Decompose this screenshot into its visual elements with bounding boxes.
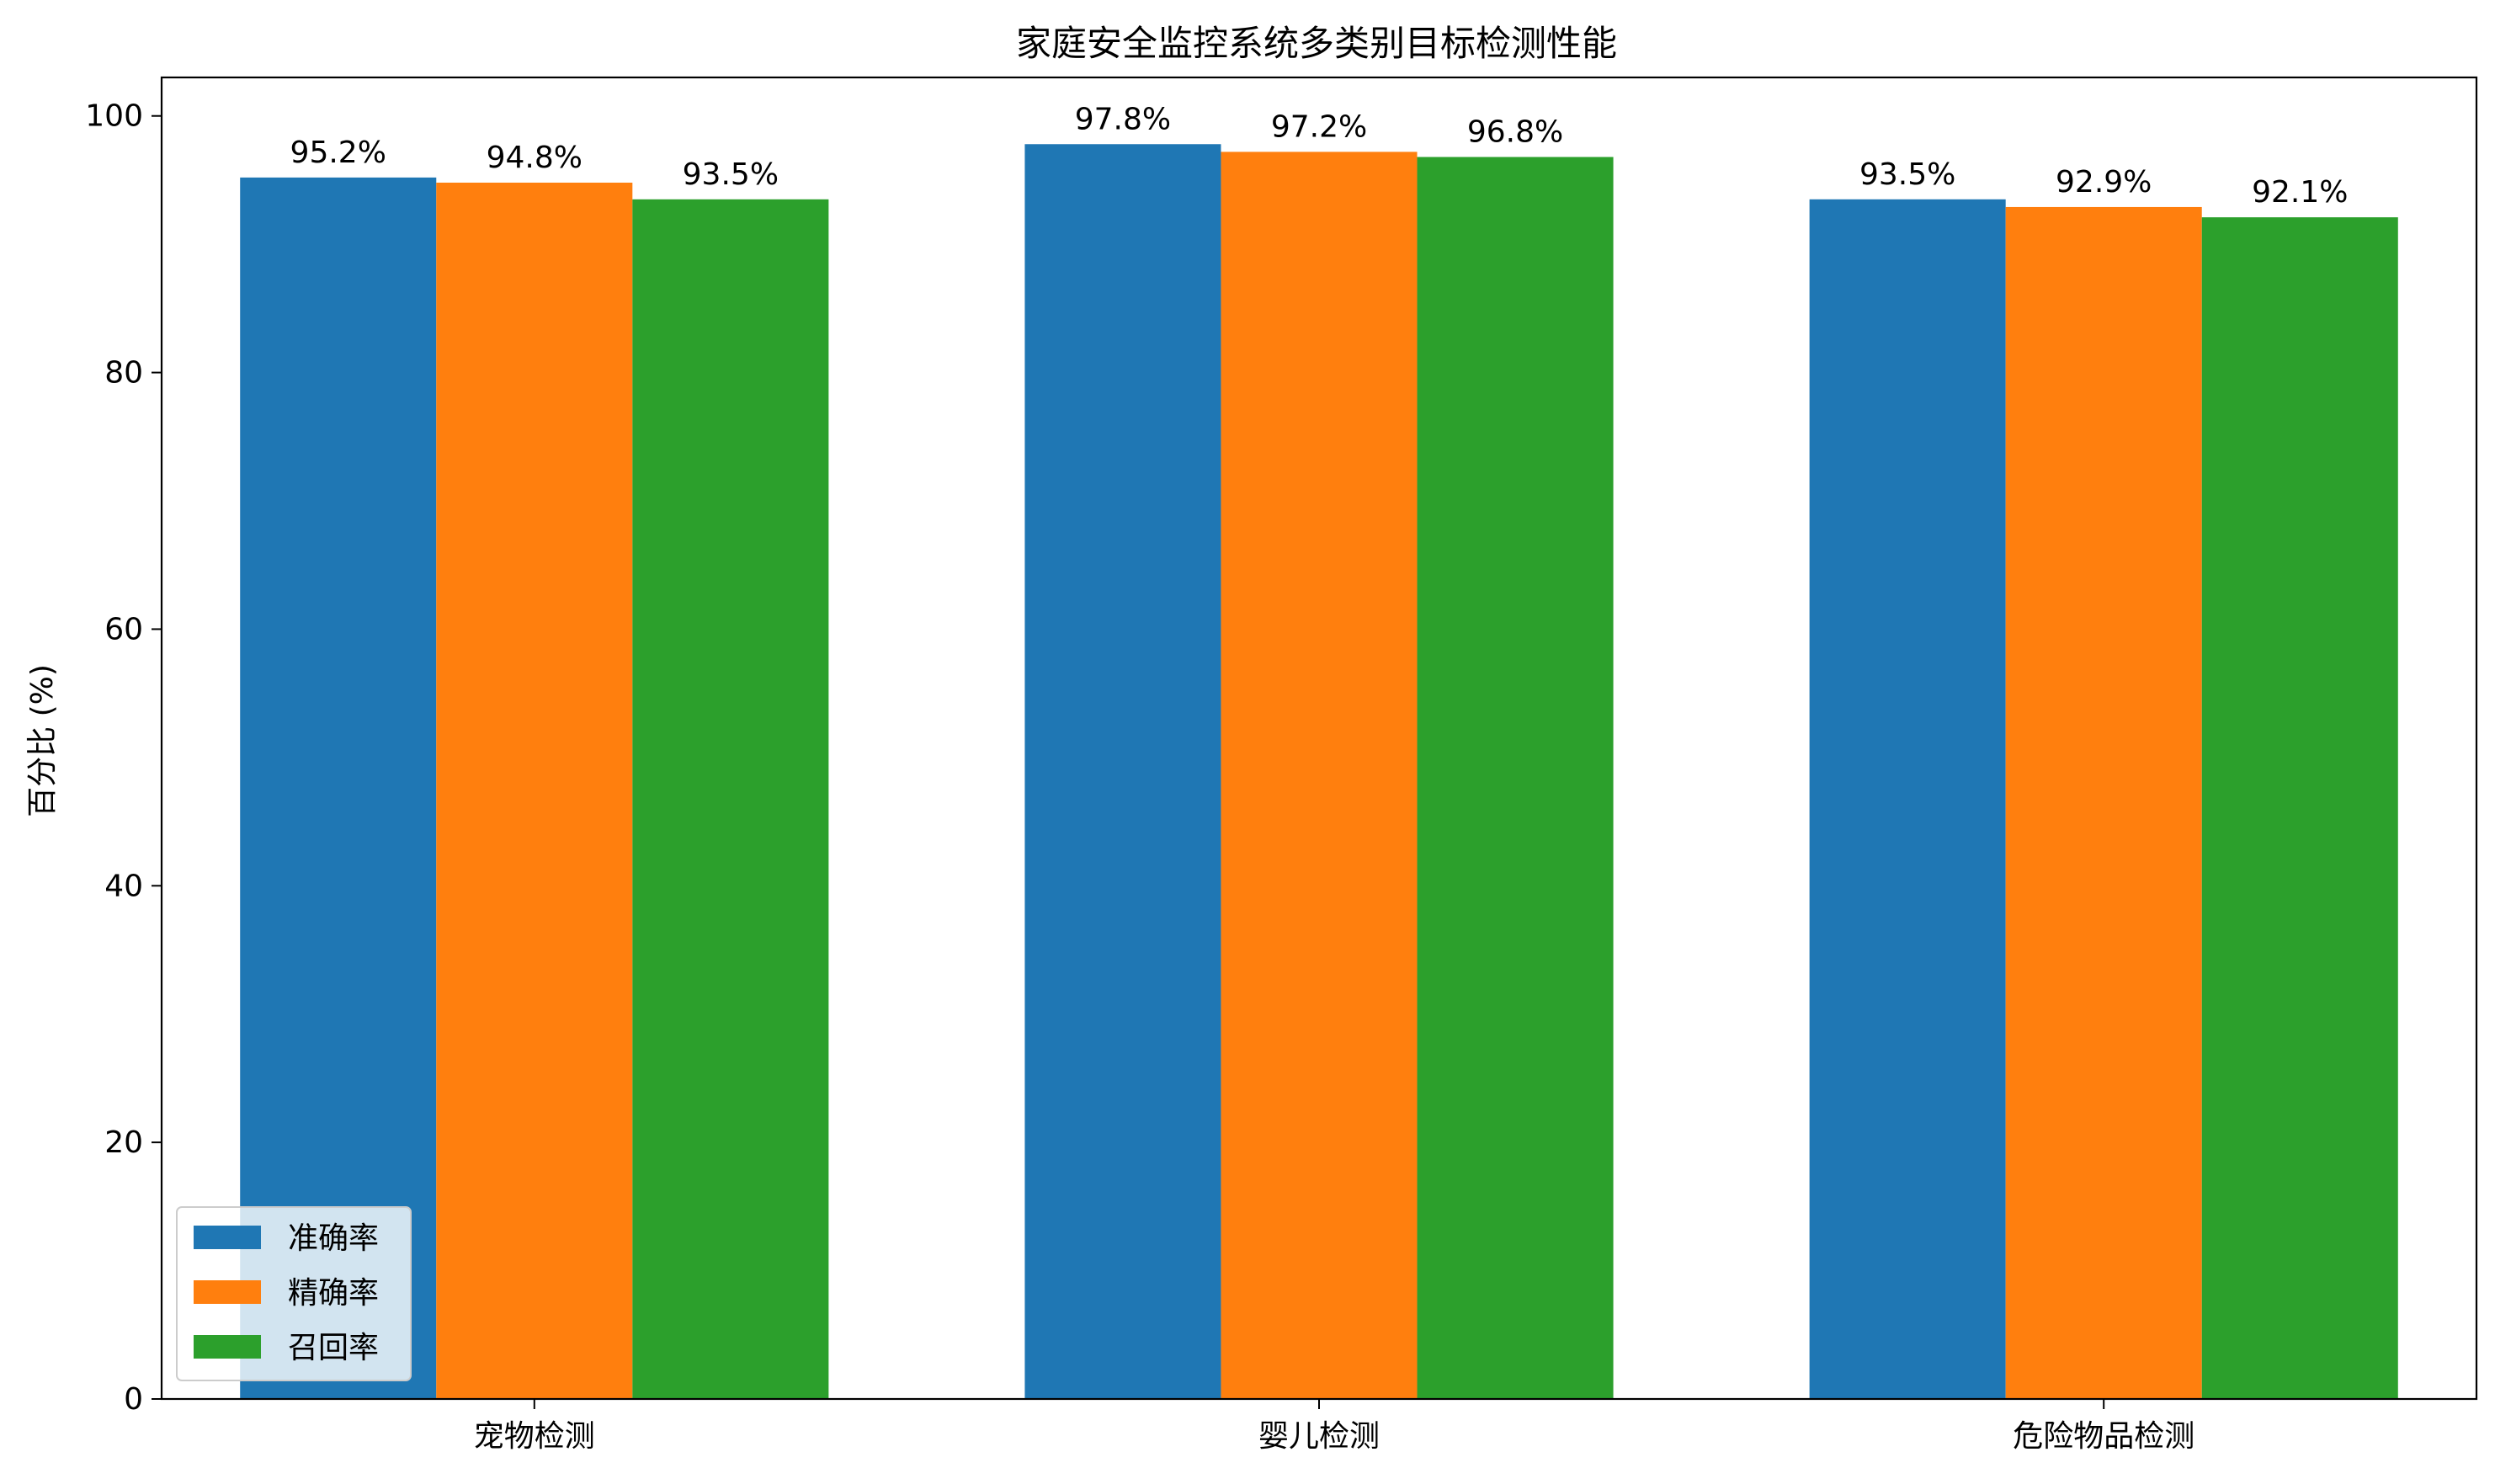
x-tick-label-2: 危险物品检测 xyxy=(2013,1419,2194,1454)
legend-swatch-1 xyxy=(194,1280,261,1304)
y-tick-label-2: 40 xyxy=(104,869,143,903)
bar-2-1 xyxy=(2005,206,2202,1400)
bar-2-2 xyxy=(2201,217,2398,1399)
data-label-1-1: 97.2% xyxy=(1271,109,1367,144)
bars-layer xyxy=(240,144,2398,1400)
x-tick-label-0: 宠物检测 xyxy=(474,1419,595,1454)
legend-swatch-0 xyxy=(194,1226,261,1249)
data-label-2-1: 92.9% xyxy=(2056,165,2152,199)
data-label-0-1: 94.8% xyxy=(487,141,583,175)
y-tick-label-0: 0 xyxy=(124,1382,143,1417)
x-tick-label-1: 婴儿检测 xyxy=(1258,1419,1380,1454)
legend-label-2: 召回率 xyxy=(288,1331,379,1365)
bar-2-0 xyxy=(1809,199,2006,1400)
data-label-1-2: 96.8% xyxy=(1467,115,1563,150)
legend-swatch-2 xyxy=(194,1335,261,1359)
bar-0-0 xyxy=(240,177,437,1400)
y-tick-label-3: 60 xyxy=(104,612,143,646)
legend-label-0: 准确率 xyxy=(288,1221,379,1256)
data-label-0-0: 95.2% xyxy=(290,136,386,170)
bar-1-0 xyxy=(1024,144,1221,1400)
legend-label-1: 精确率 xyxy=(288,1276,379,1311)
data-label-2-0: 93.5% xyxy=(1859,157,1955,192)
bar-1-1 xyxy=(1221,152,1418,1400)
chart-title: 家庭安全监控系统多类别目标检测性能 xyxy=(1016,23,1617,64)
bar-0-2 xyxy=(632,199,829,1400)
y-tick-label-5: 100 xyxy=(85,99,143,134)
data-label-1-0: 97.8% xyxy=(1075,102,1171,136)
data-label-0-2: 93.5% xyxy=(683,157,779,192)
bar-0-1 xyxy=(436,182,633,1400)
data-label-2-2: 92.1% xyxy=(2252,175,2348,210)
y-axis-label: 百分比 (%) xyxy=(25,664,60,817)
axes-layer: 0 20 40 60 80 100 宠物检测 婴儿检测 危险物品检测 xyxy=(85,76,2478,1454)
bar-1-2 xyxy=(1417,157,1614,1399)
y-tick-label-1: 20 xyxy=(104,1125,143,1160)
data-labels-layer: 95.2% 94.8% 93.5% 97.8% 97.2% 96.8% 93.5% 92.9%… xyxy=(290,102,2349,210)
y-tick-label-4: 80 xyxy=(104,356,143,391)
